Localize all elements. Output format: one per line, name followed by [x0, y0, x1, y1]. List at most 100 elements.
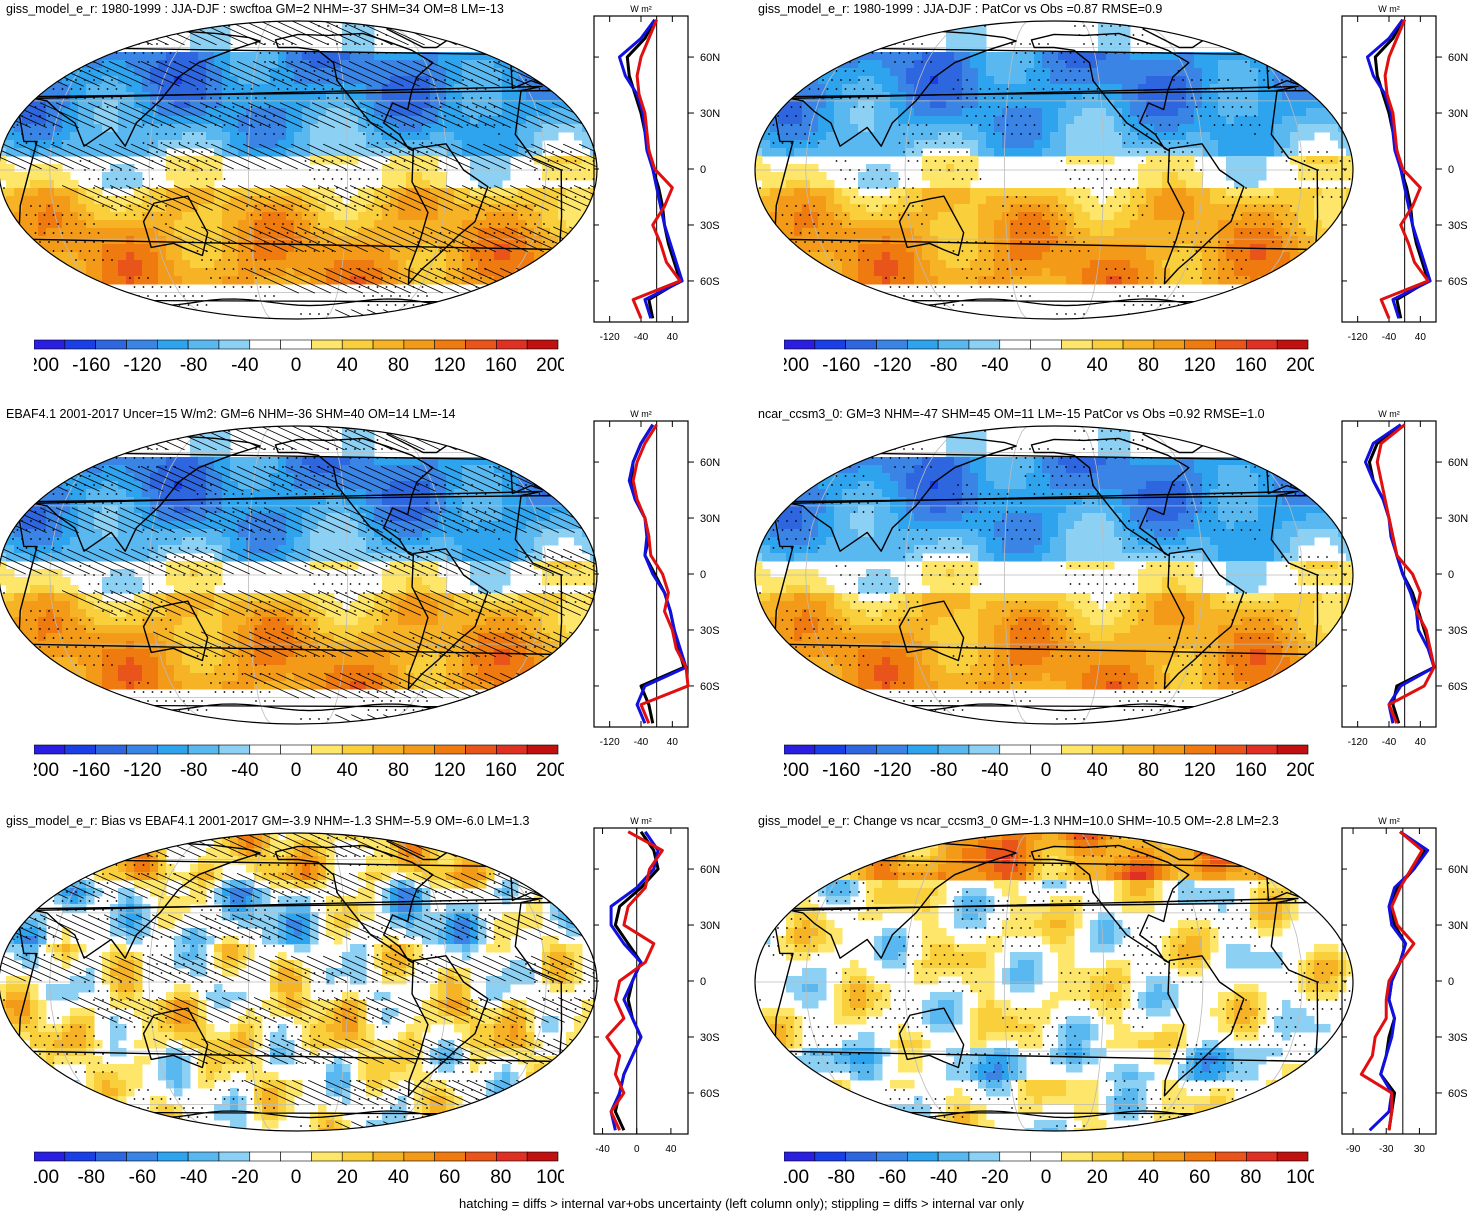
profile-lat-tick: 60N — [1448, 52, 1468, 64]
profile-lat-tick: 30S — [700, 220, 720, 232]
profile-lat-tick: 30S — [1448, 220, 1468, 232]
profile-lat-tick: 0 — [700, 164, 706, 176]
colorbar-label: -120 — [873, 760, 911, 781]
profile-x-tick: 0 — [634, 1144, 640, 1155]
profile-x-tick: -90 — [1346, 1144, 1361, 1155]
profile-x-tick: -40 — [1382, 737, 1397, 748]
colorbar-label: 40 — [337, 760, 358, 781]
profile-line-red — [631, 19, 682, 319]
map — [754, 832, 1354, 1132]
profile-line-blue — [609, 830, 660, 1131]
profile-line-red — [1359, 830, 1424, 1131]
colorbar-label: -160 — [822, 355, 860, 376]
profile-x-tick: -120 — [1348, 332, 1368, 343]
profile-x-tick: -120 — [600, 332, 620, 343]
panel-1: giss_model_e_r: 1980-1999 : JJA-DJF : sw… — [0, 0, 740, 400]
colorbar-label: 80 — [388, 355, 409, 376]
profile-x-tick: -40 — [595, 1144, 610, 1155]
panel-2: giss_model_e_r: 1980-1999 : JJA-DJF : Pa… — [748, 0, 1483, 400]
panel-title: giss_model_e_r: 1980-1999 : JJA-DJF : Pa… — [758, 2, 1163, 16]
colorbar-label: 100 — [1286, 1167, 1314, 1188]
profile-lat-tick: 0 — [700, 976, 706, 988]
colorbar-label: -160 — [72, 760, 110, 781]
colorbar-label: -60 — [129, 1167, 156, 1188]
profile-line-red — [605, 830, 664, 1131]
profile-lat-tick: 30S — [700, 1032, 720, 1044]
map — [0, 832, 598, 1132]
profile-lat-tick: 30N — [1448, 108, 1468, 120]
map — [754, 20, 1354, 320]
field-cells — [755, 21, 1353, 319]
colorbar-label: 0 — [291, 760, 302, 781]
profile-x-tick: 40 — [667, 737, 679, 748]
colorbar-label: -100 — [784, 1167, 809, 1188]
colorbar-label: 80 — [1138, 760, 1159, 781]
panel-title: giss_model_e_r: Change vs ncar_ccsm3_0 G… — [758, 814, 1279, 828]
profile-x-tick: -40 — [634, 737, 649, 748]
panel-title: ncar_ccsm3_0: GM=3 NHM=-47 SHM=45 OM=11 … — [758, 407, 1265, 421]
colorbar-label: -160 — [72, 355, 110, 376]
profile-lat-tick: 60N — [1448, 457, 1468, 469]
profile-lat-tick: 30S — [1448, 625, 1468, 637]
colorbar-label: 80 — [1240, 1167, 1261, 1188]
colorbar-boxes — [34, 339, 559, 350]
colorbar-label: -20 — [231, 1167, 258, 1188]
colorbar-label: -80 — [77, 1167, 104, 1188]
profile-x-tick: 40 — [667, 332, 679, 343]
map — [754, 425, 1354, 725]
zonal-profile: W m² -120 -40 40 60N 30N 0 30S 60S — [1341, 4, 1468, 343]
colorbar-label: -80 — [180, 355, 207, 376]
zonal-profile: W m² -120 -40 40 60N 30N 0 30S 60S — [593, 409, 720, 748]
colorbar-label: -120 — [123, 355, 161, 376]
profile-lat-tick: 0 — [1448, 569, 1454, 581]
profile-x-tick: 40 — [1415, 332, 1427, 343]
colorbar-label: -200 — [784, 760, 809, 781]
hatching — [0, 21, 597, 319]
colorbar-label: -80 — [930, 355, 957, 376]
field-cells — [755, 426, 1353, 724]
colorbar-label: 60 — [439, 1167, 460, 1188]
profile-lat-tick: 60S — [700, 276, 720, 288]
profile-lat-tick: 30N — [700, 920, 720, 932]
colorbar-label: 20 — [337, 1167, 358, 1188]
colorbar-label: -120 — [123, 760, 161, 781]
colorbar: -200 -160 -120 -80 -40 0 40 80 120 160 200 — [784, 339, 1314, 376]
profile-x-tick: 40 — [665, 1144, 677, 1155]
map — [0, 425, 598, 725]
colorbar: -200 -160 -120 -80 -40 0 40 80 120 160 200 — [34, 744, 564, 781]
colorbar-label: 80 — [490, 1167, 511, 1188]
profile-lat-tick: 30N — [700, 108, 720, 120]
colorbar-label: 160 — [1235, 355, 1267, 376]
profile-x-tick: -30 — [1379, 1144, 1394, 1155]
profile-lat-tick: 30N — [1448, 513, 1468, 525]
panel-title: giss_model_e_r: Bias vs EBAF4.1 2001-201… — [6, 814, 530, 828]
colorbar-label: 0 — [291, 1167, 302, 1188]
profile-line-blue — [1365, 18, 1432, 319]
profile-line-blue — [617, 18, 684, 319]
colorbar-label: -80 — [827, 1167, 854, 1188]
colorbar: -200 -160 -120 -80 -40 0 40 80 120 160 200 — [34, 339, 564, 376]
colorbar-label: 40 — [337, 355, 358, 376]
profile-lat-tick: 0 — [1448, 976, 1454, 988]
colorbar-label: 80 — [1138, 355, 1159, 376]
colorbar-label: 40 — [1087, 355, 1108, 376]
panel-3: EBAF4.1 2001-2017 Uncer=15 W/m2: GM=6 NH… — [0, 405, 740, 805]
colorbar-label: -160 — [822, 760, 860, 781]
colorbar: -100 -80 -60 -40 -20 0 20 40 60 80 100 — [784, 1151, 1314, 1188]
profile-lat-tick: 60S — [1448, 681, 1468, 693]
profile-lat-tick: 60S — [1448, 276, 1468, 288]
colorbar-label: -20 — [981, 1167, 1008, 1188]
colorbar-label: 40 — [388, 1167, 409, 1188]
colorbar-label: 0 — [1041, 355, 1052, 376]
colorbar-label: -40 — [180, 1167, 207, 1188]
field-cells — [0, 426, 597, 724]
colorbar-label: 200 — [536, 355, 564, 376]
colorbar-label: 0 — [1041, 760, 1052, 781]
colorbar-label: -100 — [34, 1167, 59, 1188]
profile-lat-tick: 30N — [1448, 920, 1468, 932]
field-cells — [0, 833, 597, 1131]
colorbar-boxes — [34, 1151, 559, 1162]
colorbar-label: 160 — [485, 760, 517, 781]
colorbar-boxes — [784, 339, 1309, 350]
profile-lat-tick: 30S — [700, 625, 720, 637]
